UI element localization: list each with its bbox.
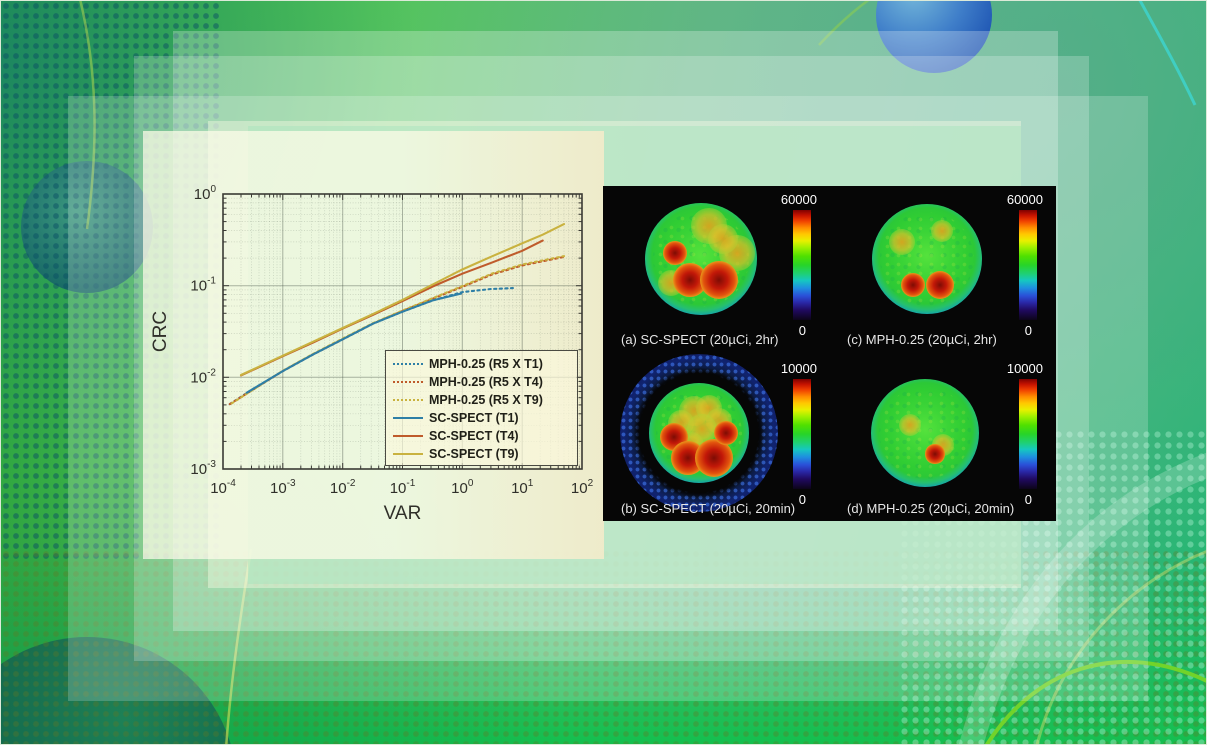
- crc-var-plot: 10-4 10-3 10-2 10-1 100 101 10210010-110-210-3…: [150, 184, 594, 524]
- phantom-disc: [871, 379, 979, 487]
- x-axis-title: VAR: [384, 503, 422, 524]
- colorbar-d: [1019, 379, 1037, 489]
- legend-label: MPH-0.25 (R5 X T4): [429, 375, 543, 389]
- colorbar-b: [793, 379, 811, 489]
- phantom-image-c: [847, 179, 1007, 339]
- legend-line-sample: [393, 453, 423, 455]
- warm-spot: [707, 223, 739, 255]
- colorbar-min-label: 0: [1024, 323, 1032, 338]
- legend-line-sample: [393, 363, 423, 365]
- legend-row: SC-SPECT (T9): [393, 445, 577, 463]
- svg-text:10-2: 10-2: [190, 367, 216, 386]
- series-SC-SPECT (T9): [239, 223, 566, 377]
- legend-line-sample: [393, 399, 423, 401]
- hot-spot: [663, 241, 687, 265]
- legend-line-sample: [393, 381, 423, 383]
- colorbar-max-label: 10000: [780, 361, 817, 376]
- figure-backdrop: [143, 131, 604, 559]
- svg-text:10-2: 10-2: [330, 478, 356, 497]
- chart-legend: MPH-0.25 (R5 X T1) MPH-0.25 (R5 X T4) MPH-…: [385, 350, 578, 466]
- image-caption-d: (d) MPH-0.25 (20µCi, 20min): [847, 501, 1015, 516]
- image-caption-c: (c) MPH-0.25 (20µCi, 2hr): [847, 332, 997, 347]
- legend-row: MPH-0.25 (R5 X T4): [393, 373, 577, 391]
- svg-text:10-4: 10-4: [210, 478, 236, 497]
- colorbar-min-label: 0: [798, 492, 806, 507]
- hot-spot: [925, 444, 945, 464]
- svg-text:10-3: 10-3: [190, 459, 216, 478]
- quadrant-d: 10000 0 (d) MPH-0.25 (20µCi, 20min): [829, 353, 1055, 520]
- phantom-image-a: [621, 179, 781, 339]
- svg-text:10-3: 10-3: [270, 478, 296, 497]
- colorbar-max-label: 60000: [1006, 192, 1043, 207]
- hot-spot: [714, 421, 738, 445]
- phantom-disc: [872, 204, 982, 314]
- axes: [222, 193, 583, 470]
- warm-spot: [888, 228, 916, 256]
- legend-label: SC-SPECT (T1): [429, 411, 519, 425]
- svg-text:10-1: 10-1: [190, 276, 216, 295]
- spect-image-panel: 60000 0 (a) SC-SPECT (20µCi, 2hr) 60000 …: [603, 186, 1056, 521]
- colorbar-a: [793, 210, 811, 320]
- legend-row: SC-SPECT (T1): [393, 409, 577, 427]
- svg-text:100: 100: [451, 478, 474, 497]
- hot-spot: [901, 273, 925, 297]
- phantom-image-d: [845, 353, 1005, 513]
- colorbar-max-label: 60000: [780, 192, 817, 207]
- svg-text:100: 100: [194, 184, 217, 203]
- series-SC-SPECT (T1): [245, 292, 463, 394]
- quadrant-c: 60000 0 (c) MPH-0.25 (20µCi, 2hr): [829, 186, 1055, 353]
- warm-spot: [899, 414, 921, 436]
- image-caption-a: (a) SC-SPECT (20µCi, 2hr): [621, 332, 779, 347]
- hot-spot: [699, 260, 739, 300]
- legend-row: MPH-0.25 (R5 X T9): [393, 391, 577, 409]
- colorbar-c: [1019, 210, 1037, 320]
- legend-label: SC-SPECT (T4): [429, 429, 519, 443]
- legend-label: MPH-0.25 (R5 X T9): [429, 393, 543, 407]
- plot-series: [228, 223, 566, 406]
- legend-label: MPH-0.25 (R5 X T1): [429, 357, 543, 371]
- legend-line-sample: [393, 435, 423, 437]
- image-caption-b: (b) SC-SPECT (20µCi, 20min): [621, 501, 796, 516]
- legend-line-sample: [393, 417, 423, 419]
- hot-spot: [925, 270, 955, 300]
- colorbar-min-label: 0: [1024, 492, 1032, 507]
- warm-spot: [931, 220, 953, 242]
- phantom-image-b: [619, 353, 779, 513]
- svg-text:102: 102: [571, 478, 594, 497]
- colorbar-max-label: 10000: [1006, 361, 1043, 376]
- legend-row: SC-SPECT (T4): [393, 427, 577, 445]
- y-axis-title: CRC: [150, 311, 171, 352]
- legend-row: MPH-0.25 (R5 X T1): [393, 355, 577, 373]
- colorbar-min-label: 0: [798, 323, 806, 338]
- hot-spot: [694, 438, 734, 478]
- svg-text:10-1: 10-1: [390, 478, 416, 497]
- quadrant-b: 10000 0 (b) SC-SPECT (20µCi, 20min): [603, 353, 829, 520]
- svg-text:101: 101: [511, 478, 534, 497]
- quadrant-a: 60000 0 (a) SC-SPECT (20µCi, 2hr): [603, 186, 829, 353]
- legend-label: SC-SPECT (T9): [429, 447, 519, 461]
